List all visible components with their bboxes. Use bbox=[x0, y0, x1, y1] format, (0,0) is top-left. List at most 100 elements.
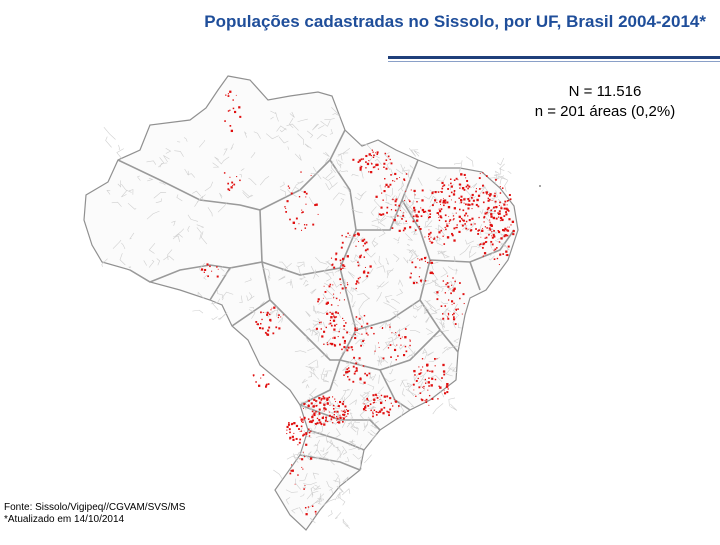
population-point bbox=[296, 218, 298, 220]
population-point bbox=[338, 405, 340, 407]
population-point bbox=[361, 158, 363, 160]
population-point bbox=[343, 411, 345, 413]
population-point bbox=[333, 329, 335, 331]
population-point bbox=[352, 381, 354, 383]
population-point bbox=[414, 209, 416, 211]
population-point bbox=[280, 316, 281, 317]
municipality-line bbox=[335, 512, 341, 518]
population-point bbox=[459, 220, 461, 222]
population-point bbox=[319, 409, 321, 411]
population-point bbox=[507, 200, 509, 202]
population-point bbox=[488, 207, 490, 209]
population-point bbox=[233, 184, 235, 186]
population-point bbox=[359, 277, 360, 278]
population-point bbox=[317, 418, 318, 419]
population-point bbox=[323, 416, 324, 417]
population-point bbox=[305, 204, 306, 205]
population-point bbox=[335, 258, 337, 260]
population-point bbox=[390, 356, 392, 358]
population-point bbox=[367, 334, 368, 335]
population-point bbox=[357, 233, 359, 235]
municipality-line bbox=[328, 510, 332, 516]
population-point bbox=[501, 206, 502, 207]
population-point bbox=[500, 192, 501, 193]
population-point bbox=[339, 344, 341, 346]
population-point bbox=[500, 207, 502, 209]
population-point bbox=[490, 222, 491, 223]
population-point bbox=[336, 298, 337, 299]
population-point bbox=[351, 337, 352, 338]
population-point bbox=[459, 184, 461, 186]
population-point bbox=[238, 106, 240, 108]
population-point bbox=[355, 334, 356, 335]
population-point bbox=[321, 399, 323, 401]
population-point bbox=[342, 421, 344, 423]
population-point bbox=[364, 373, 366, 375]
population-point bbox=[499, 202, 501, 204]
population-point bbox=[311, 402, 313, 404]
population-point bbox=[321, 335, 323, 337]
population-point bbox=[229, 110, 230, 111]
population-point bbox=[446, 391, 448, 393]
population-point bbox=[378, 169, 379, 170]
population-point bbox=[236, 176, 237, 177]
population-point bbox=[422, 387, 423, 388]
population-point bbox=[502, 229, 504, 231]
population-point bbox=[303, 419, 304, 420]
population-point bbox=[421, 399, 423, 401]
population-point bbox=[268, 327, 270, 329]
population-point bbox=[341, 410, 342, 411]
population-point bbox=[413, 220, 415, 222]
population-point bbox=[388, 156, 390, 158]
population-point bbox=[471, 203, 473, 205]
population-point bbox=[439, 220, 440, 221]
population-point bbox=[466, 221, 467, 222]
population-point bbox=[398, 205, 400, 207]
population-point bbox=[286, 426, 288, 428]
population-point bbox=[327, 302, 329, 304]
population-point bbox=[267, 312, 269, 314]
population-point bbox=[346, 332, 348, 334]
population-point bbox=[419, 226, 420, 227]
population-point bbox=[434, 358, 436, 360]
municipality-line bbox=[505, 180, 508, 191]
population-point bbox=[382, 412, 384, 414]
population-point bbox=[395, 204, 397, 206]
population-point bbox=[419, 267, 420, 268]
population-point bbox=[286, 430, 287, 431]
population-point bbox=[330, 284, 332, 286]
population-point bbox=[494, 250, 495, 251]
population-point bbox=[456, 213, 457, 214]
population-point bbox=[459, 282, 461, 284]
population-point bbox=[492, 200, 493, 201]
population-point bbox=[500, 217, 502, 219]
population-point bbox=[406, 350, 408, 352]
population-point bbox=[422, 209, 424, 211]
population-point bbox=[315, 204, 317, 206]
population-point bbox=[498, 214, 499, 215]
population-point bbox=[325, 291, 327, 293]
population-point bbox=[431, 378, 433, 380]
population-point bbox=[320, 423, 322, 425]
population-point bbox=[351, 346, 353, 348]
population-point bbox=[344, 410, 345, 411]
population-point bbox=[425, 383, 426, 384]
population-point bbox=[489, 220, 490, 221]
population-point bbox=[293, 222, 295, 224]
population-point bbox=[296, 438, 298, 440]
population-point bbox=[260, 378, 261, 379]
population-point bbox=[380, 399, 381, 400]
population-point bbox=[405, 346, 406, 347]
population-point bbox=[504, 216, 505, 217]
population-point bbox=[369, 265, 371, 267]
population-point bbox=[336, 324, 337, 325]
population-point bbox=[366, 333, 368, 335]
population-point bbox=[308, 428, 309, 429]
population-point bbox=[510, 224, 511, 225]
population-point bbox=[432, 204, 434, 206]
population-point bbox=[227, 183, 229, 185]
population-point bbox=[368, 171, 369, 172]
population-point bbox=[384, 396, 386, 398]
population-point bbox=[327, 342, 328, 343]
population-point bbox=[373, 155, 375, 157]
